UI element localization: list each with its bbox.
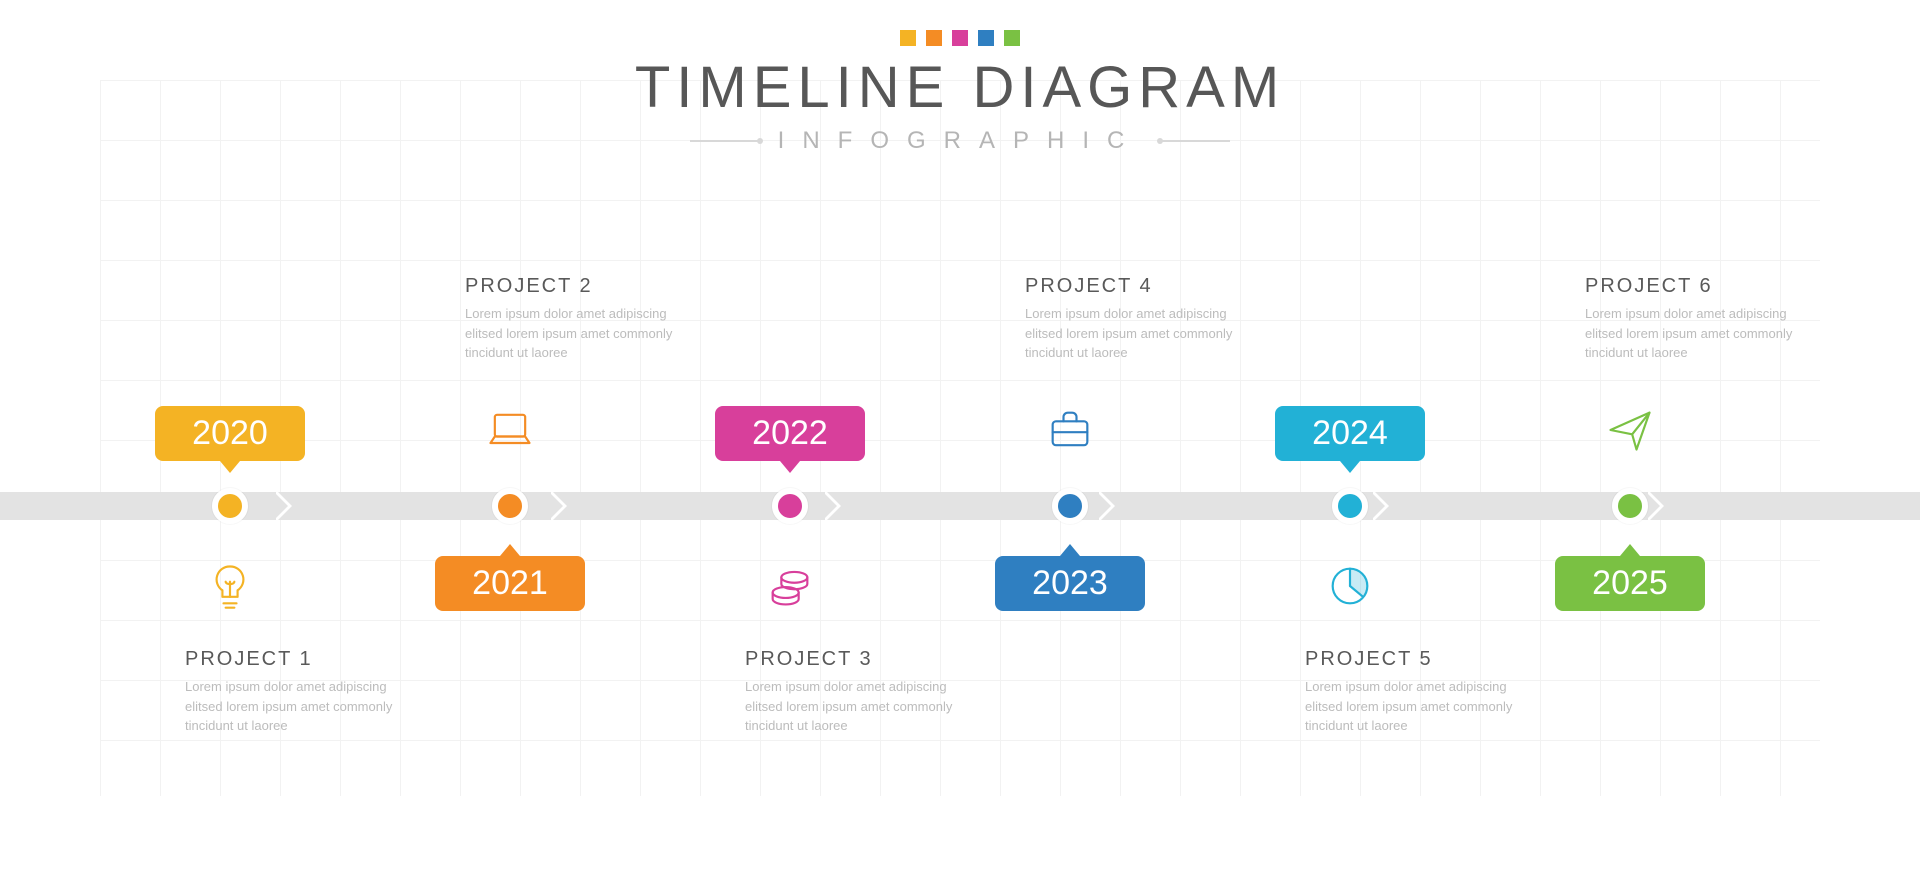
project-desc: Lorem ipsum dolor amet adipiscing elitse… — [1025, 304, 1245, 363]
year-badge: 2025 — [1555, 556, 1705, 611]
project-desc: Lorem ipsum dolor amet adipiscing elitse… — [1585, 304, 1805, 363]
project-desc: Lorem ipsum dolor amet adipiscing elitse… — [465, 304, 685, 363]
timeline-node — [1332, 488, 1368, 524]
year-label: 2024 — [1312, 414, 1388, 452]
project-title: PROJECT 5 — [1305, 648, 1525, 671]
project-title: PROJECT 3 — [745, 648, 965, 671]
project-block: PROJECT 3 Lorem ipsum dolor amet adipisci… — [745, 648, 965, 736]
page-subtitle: INFOGRAPHIC — [778, 127, 1143, 155]
bulb-icon — [200, 556, 260, 616]
axis-segment — [1646, 492, 1920, 520]
header-swatches — [900, 30, 1020, 46]
year-badge: 2023 — [995, 556, 1145, 611]
year-badge: 2020 — [155, 406, 305, 461]
subtitle-wrap: INFOGRAPHIC — [0, 127, 1920, 155]
project-title: PROJECT 2 — [465, 275, 685, 298]
project-block: PROJECT 6 Lorem ipsum dolor amet adipisci… — [1585, 275, 1805, 363]
project-title: PROJECT 6 — [1585, 275, 1805, 298]
timeline-node — [1052, 488, 1088, 524]
subtitle-rule-left — [690, 140, 760, 142]
swatch — [978, 30, 994, 46]
header: TIMELINE DIAGRAM INFOGRAPHIC — [0, 30, 1920, 155]
year-label: 2023 — [1032, 564, 1108, 602]
year-badge: 2022 — [715, 406, 865, 461]
year-label: 2022 — [752, 414, 828, 452]
axis-segment — [1371, 492, 1645, 520]
year-label: 2020 — [192, 414, 268, 452]
project-desc: Lorem ipsum dolor amet adipiscing elitse… — [745, 677, 965, 736]
timeline-node — [772, 488, 808, 524]
coins-icon — [760, 556, 820, 616]
project-block: PROJECT 1 Lorem ipsum dolor amet adipisci… — [185, 648, 405, 736]
year-badge: 2024 — [1275, 406, 1425, 461]
swatch — [952, 30, 968, 46]
project-desc: Lorem ipsum dolor amet adipiscing elitse… — [185, 677, 405, 736]
project-desc: Lorem ipsum dolor amet adipiscing elitse… — [1305, 677, 1525, 736]
laptop-icon — [480, 400, 540, 460]
project-block: PROJECT 2 Lorem ipsum dolor amet adipisci… — [465, 275, 685, 363]
swatch — [926, 30, 942, 46]
pie-icon — [1320, 556, 1380, 616]
swatch — [900, 30, 916, 46]
timeline-node — [212, 488, 248, 524]
subtitle-rule-right — [1160, 140, 1230, 142]
year-badge: 2021 — [435, 556, 585, 611]
briefcase-icon — [1040, 400, 1100, 460]
year-label: 2021 — [472, 564, 548, 602]
project-block: PROJECT 5 Lorem ipsum dolor amet adipisci… — [1305, 648, 1525, 736]
timeline-node — [1612, 488, 1648, 524]
project-title: PROJECT 1 — [185, 648, 405, 671]
plane-icon — [1600, 400, 1660, 460]
page-title: TIMELINE DIAGRAM — [0, 54, 1920, 121]
axis-segment — [1097, 492, 1371, 520]
swatch — [1004, 30, 1020, 46]
project-block: PROJECT 4 Lorem ipsum dolor amet adipisci… — [1025, 275, 1245, 363]
project-title: PROJECT 4 — [1025, 275, 1245, 298]
timeline-node — [492, 488, 528, 524]
year-label: 2025 — [1592, 564, 1668, 602]
